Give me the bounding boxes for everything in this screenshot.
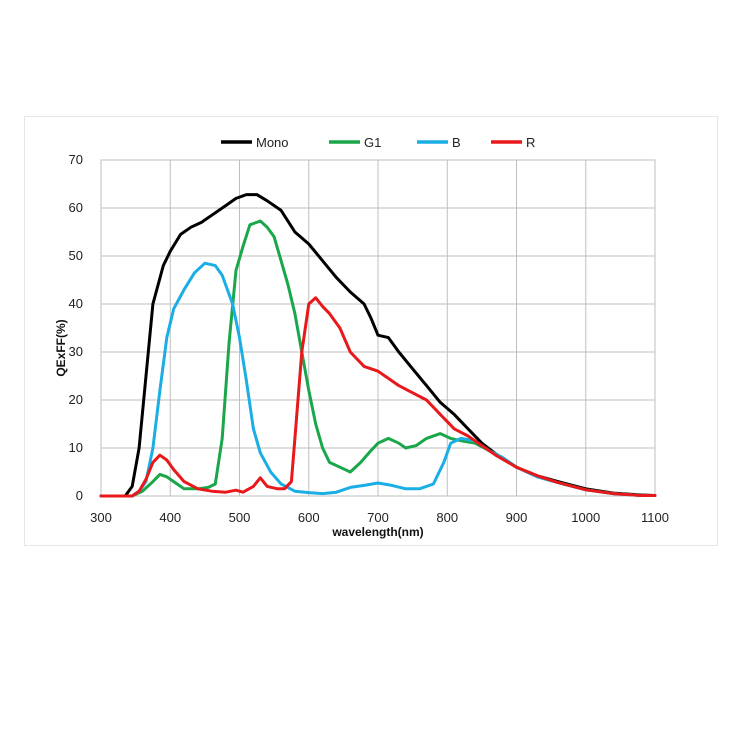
- legend-label-mono: Mono: [256, 135, 289, 150]
- x-tick-label: 500: [229, 510, 251, 525]
- y-tick-label: 0: [76, 488, 83, 503]
- x-tick-label: 1000: [571, 510, 600, 525]
- legend-label-b: B: [452, 135, 461, 150]
- y-tick-label: 30: [69, 344, 83, 359]
- y-tick-label: 70: [69, 152, 83, 167]
- series-line-r: [99, 296, 657, 498]
- legend-label-r: R: [526, 135, 535, 150]
- x-tick-label: 400: [159, 510, 181, 525]
- y-tick-label: 20: [69, 392, 83, 407]
- x-tick-label: 300: [90, 510, 112, 525]
- chart-frame: 0 10 20 30 40 50 60 70 300 400 500 600 700 800 900 1000…: [24, 116, 718, 546]
- y-tick-label: 40: [69, 296, 83, 311]
- x-axis-title: wavelength(nm): [331, 525, 423, 539]
- y-axis-title: QExFF(%): [54, 319, 68, 376]
- gridlines: [100, 159, 656, 497]
- series-lines: [99, 193, 657, 498]
- legend: Mono G1 B R: [221, 135, 535, 150]
- legend-label-g1: G1: [364, 135, 381, 150]
- y-tick-label: 60: [69, 200, 83, 215]
- axes: 0 10 20 30 40 50 60 70 300 400 500 600 700 800 900 1000…: [69, 152, 669, 525]
- x-tick-label: 900: [506, 510, 528, 525]
- y-tick-label: 10: [69, 440, 83, 455]
- line-chart: 0 10 20 30 40 50 60 70 300 400 500 600 700 800 900 1000…: [54, 135, 669, 539]
- x-tick-label: 800: [436, 510, 458, 525]
- x-tick-label: 700: [367, 510, 389, 525]
- x-tick-label: 600: [298, 510, 320, 525]
- y-tick-label: 50: [69, 248, 83, 263]
- plot-border: [100, 159, 656, 497]
- x-tick-label: 1100: [641, 510, 669, 525]
